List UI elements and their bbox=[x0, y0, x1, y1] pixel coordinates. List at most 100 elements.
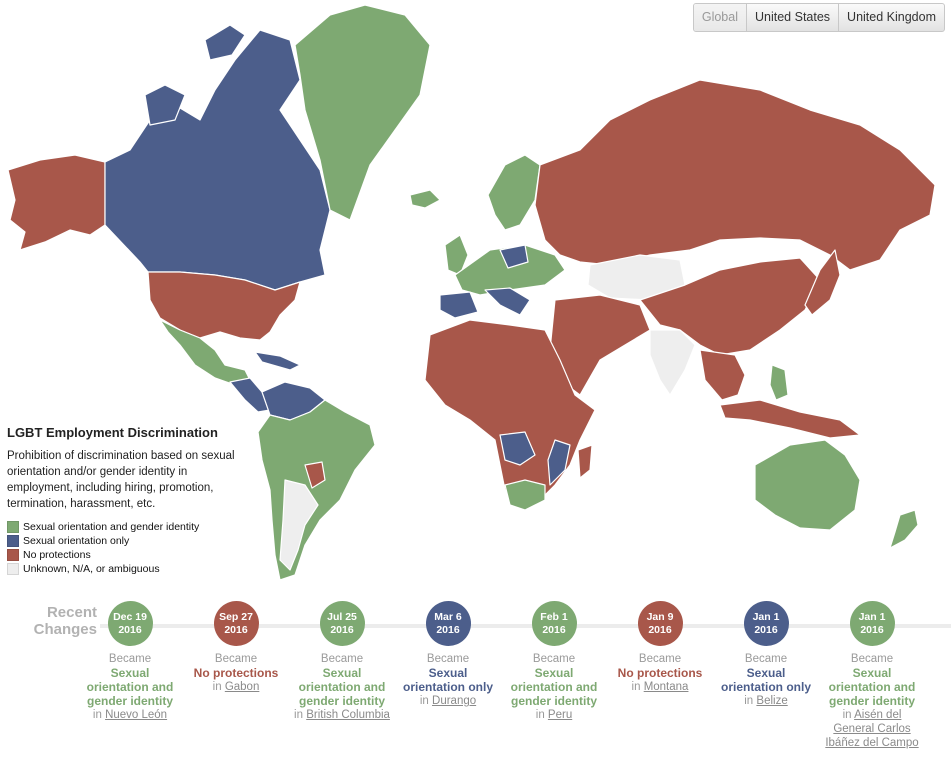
change-place-link[interactable]: Nuevo León bbox=[105, 709, 168, 721]
change-status: Sexual orientation only bbox=[721, 666, 811, 694]
region-uk[interactable] bbox=[444, 234, 469, 276]
change-year: 2016 bbox=[224, 623, 248, 636]
change-place-link[interactable]: Durango bbox=[432, 695, 477, 707]
change-date: Mar 6 bbox=[434, 610, 462, 623]
change-place-line: in Durango bbox=[398, 694, 498, 708]
legend-swatch-gray bbox=[7, 563, 19, 575]
legend-label: Sexual orientation and gender identity bbox=[23, 521, 200, 533]
change-place-link[interactable]: Belize bbox=[756, 695, 788, 707]
change-place-link[interactable]: Peru bbox=[547, 709, 573, 721]
region-south-america[interactable] bbox=[257, 399, 376, 581]
region-western-europe[interactable] bbox=[454, 244, 566, 296]
region-mozambique[interactable] bbox=[547, 439, 571, 486]
change-status: Sexual orientation and gender identity bbox=[510, 666, 598, 708]
legend-item-so-only: Sexual orientation only bbox=[7, 534, 252, 548]
change-date: Dec 19 bbox=[113, 610, 147, 623]
legend-swatch-green bbox=[7, 521, 19, 533]
change-date-badge[interactable]: Mar 6 2016 bbox=[425, 601, 471, 646]
region-indonesia[interactable] bbox=[719, 399, 861, 439]
change-date-badge[interactable]: Dec 19 2016 bbox=[107, 601, 153, 646]
change-year: 2016 bbox=[542, 623, 566, 636]
region-iceland[interactable] bbox=[409, 189, 441, 209]
region-madagascar[interactable] bbox=[577, 444, 593, 479]
tab-united-kingdom[interactable]: United Kingdom bbox=[838, 4, 944, 31]
legend-item-unknown: Unknown, N/A, or ambiguous bbox=[7, 562, 252, 576]
change-status: Sexual orientation only bbox=[403, 666, 493, 694]
change-date-badge[interactable]: Feb 1 2016 bbox=[531, 601, 577, 646]
legend-label: No protections bbox=[23, 549, 91, 561]
change-place-link[interactable]: Gabon bbox=[224, 681, 260, 693]
region-canada-islands[interactable] bbox=[144, 84, 186, 126]
change-item: Dec 19 2016 Became Sexual orientation an… bbox=[80, 601, 180, 722]
change-place-line: in Montana bbox=[610, 680, 710, 694]
region-philippines[interactable] bbox=[769, 364, 789, 401]
legend-label: Unknown, N/A, or ambiguous bbox=[23, 563, 160, 575]
change-date: Jan 9 bbox=[646, 610, 674, 623]
region-argentina[interactable] bbox=[279, 479, 319, 571]
change-date-badge[interactable]: Sep 27 2016 bbox=[213, 601, 259, 646]
region-canada[interactable] bbox=[104, 29, 331, 291]
region-caribbean[interactable] bbox=[254, 351, 301, 371]
region-italy-balkans[interactable] bbox=[484, 287, 531, 316]
change-status: Sexual orientation and gender identity bbox=[828, 666, 916, 708]
legend-description: Prohibition of discrimination based on s… bbox=[7, 450, 235, 510]
change-status: No protections bbox=[617, 666, 703, 680]
change-status: No protections bbox=[193, 666, 279, 680]
legend-swatch-blue bbox=[7, 535, 19, 547]
region-canada-islands-2[interactable] bbox=[204, 24, 246, 61]
change-date-badge[interactable]: Jul 25 2016 bbox=[319, 601, 365, 646]
change-in: in bbox=[842, 709, 852, 721]
region-south-africa[interactable] bbox=[504, 479, 546, 511]
world-map[interactable] bbox=[0, 0, 951, 590]
region-paraguay[interactable] bbox=[304, 461, 326, 489]
region-japan[interactable] bbox=[804, 249, 841, 316]
region-greenland[interactable] bbox=[294, 4, 431, 221]
region-southern-africa-blue[interactable] bbox=[499, 431, 536, 466]
change-in: in bbox=[419, 695, 429, 707]
change-place-line: in Peru bbox=[504, 708, 604, 722]
change-in: in bbox=[212, 681, 222, 693]
change-year: 2016 bbox=[648, 623, 672, 636]
legend-item-so-gi: Sexual orientation and gender identity bbox=[7, 520, 252, 534]
region-iberia[interactable] bbox=[439, 291, 479, 319]
region-australia[interactable] bbox=[754, 439, 861, 531]
change-place-line: in Nuevo León bbox=[80, 708, 180, 722]
change-item: Jan 9 2016 Became No protections in Mont… bbox=[610, 601, 710, 694]
change-place-line: in Gabon bbox=[186, 680, 286, 694]
change-became: Became bbox=[426, 653, 470, 665]
region-india[interactable] bbox=[649, 329, 696, 396]
legend-title: LGBT Employment Discrimination bbox=[7, 425, 218, 440]
change-became: Became bbox=[638, 653, 682, 665]
region-alaska[interactable] bbox=[7, 154, 106, 251]
region-poland[interactable] bbox=[499, 244, 529, 269]
change-date-badge[interactable]: Jan 1 2016 bbox=[849, 601, 895, 646]
change-item: Mar 6 2016 Became Sexual orientation onl… bbox=[398, 601, 498, 708]
region-new-zealand[interactable] bbox=[889, 509, 919, 549]
change-date-badge[interactable]: Jan 1 2016 bbox=[743, 601, 789, 646]
tab-global[interactable]: Global bbox=[693, 4, 746, 31]
change-place-link[interactable]: Aisén del General Carlos Ibáñez del Camp… bbox=[825, 709, 919, 749]
tab-united-states[interactable]: United States bbox=[746, 4, 838, 31]
change-item: Jan 1 2016 Became Sexual orientation and… bbox=[822, 601, 922, 750]
change-date: Jan 1 bbox=[858, 610, 886, 623]
change-year: 2016 bbox=[754, 623, 778, 636]
change-status: Sexual orientation and gender identity bbox=[86, 666, 174, 708]
change-became: Became bbox=[532, 653, 576, 665]
change-place-line: in British Columbia bbox=[292, 708, 392, 722]
change-in: in bbox=[744, 695, 754, 707]
region-scandinavia[interactable] bbox=[487, 154, 541, 231]
change-item: Jan 1 2016 Became Sexual orientation onl… bbox=[716, 601, 816, 708]
change-year: 2016 bbox=[118, 623, 142, 636]
change-item: Sep 27 2016 Became No protections in Gab… bbox=[186, 601, 286, 694]
legend-item-no-protections: No protections bbox=[7, 548, 252, 562]
change-became: Became bbox=[850, 653, 894, 665]
change-status: Sexual orientation and gender identity bbox=[298, 666, 386, 708]
legend-label: Sexual orientation only bbox=[23, 535, 130, 547]
change-place-link[interactable]: British Columbia bbox=[306, 709, 390, 721]
change-year: 2016 bbox=[330, 623, 354, 636]
region-southeast-asia[interactable] bbox=[699, 349, 746, 401]
region-russia[interactable] bbox=[534, 79, 936, 271]
change-place-link[interactable]: Montana bbox=[643, 681, 689, 693]
change-date-badge[interactable]: Jan 9 2016 bbox=[637, 601, 683, 646]
recent-title-line2: Changes bbox=[33, 621, 97, 638]
